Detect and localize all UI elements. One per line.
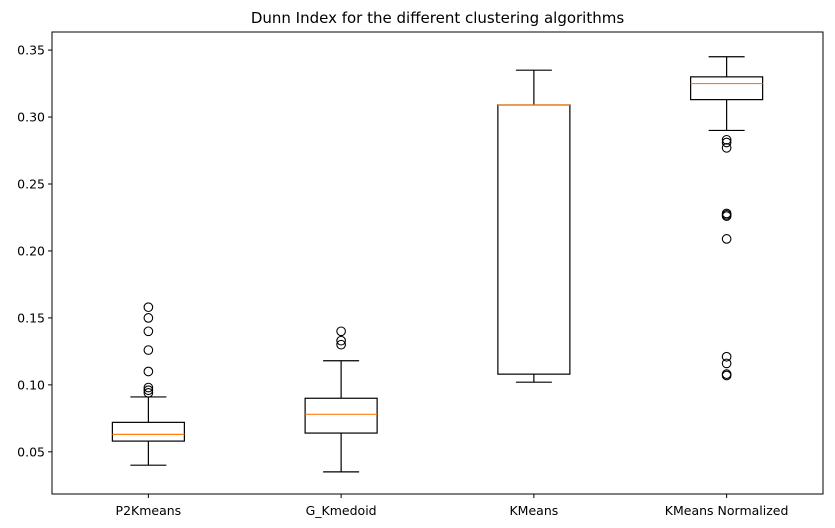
- box-4: [690, 56, 764, 381]
- outlier-point: [721, 358, 732, 369]
- y-axis: 0.05 0.10 0.15 0.20 0.25 0.30 0.35: [17, 43, 52, 459]
- outlier-point: [143, 385, 154, 396]
- outlier-point: [143, 382, 154, 393]
- box-body: [690, 76, 764, 101]
- outlier-point: [721, 351, 732, 362]
- outlier-point: [721, 234, 732, 244]
- outlier-point: [336, 335, 346, 346]
- x-tick-label: P2Kmeans: [116, 503, 182, 518]
- outlier-point: [721, 137, 732, 148]
- x-tick-label: KMeans: [509, 503, 558, 518]
- chart-title: Dunn Index for the different clustering …: [251, 9, 625, 27]
- box-group: [111, 56, 764, 473]
- plot-frame: [51, 31, 824, 495]
- outlier-point: [721, 134, 732, 145]
- box-body: [304, 397, 378, 434]
- outlier-point: [721, 211, 732, 221]
- x-axis: P2Kmeans G_Kmedoid KMeans KMeans Normalized: [116, 494, 789, 518]
- y-tick-label: 0.10: [17, 377, 45, 392]
- outlier-point: [336, 326, 346, 337]
- box-1: [111, 302, 185, 466]
- outlier-point: [721, 370, 732, 381]
- y-tick-label: 0.20: [17, 243, 45, 258]
- y-tick-label: 0.30: [17, 110, 45, 125]
- box-body: [111, 421, 185, 442]
- y-tick-label: 0.05: [17, 444, 45, 459]
- y-tick-label: 0.25: [17, 176, 45, 191]
- y-tick-label: 0.35: [17, 43, 45, 58]
- x-tick-label: G_Kmedoid: [306, 503, 377, 518]
- box-body: [497, 104, 571, 375]
- outlier-point: [336, 339, 346, 350]
- outlier-point: [143, 366, 154, 377]
- outlier-point: [143, 326, 154, 337]
- y-tick-label: 0.15: [17, 310, 45, 325]
- outlier-point: [721, 142, 732, 153]
- x-tick-label: KMeans Normalized: [665, 503, 789, 518]
- outlier-point: [143, 313, 154, 323]
- box-2: [304, 326, 378, 473]
- outlier-point: [143, 388, 154, 398]
- outlier-point: [143, 345, 154, 355]
- outlier-point: [143, 302, 154, 313]
- box-3: [497, 69, 571, 383]
